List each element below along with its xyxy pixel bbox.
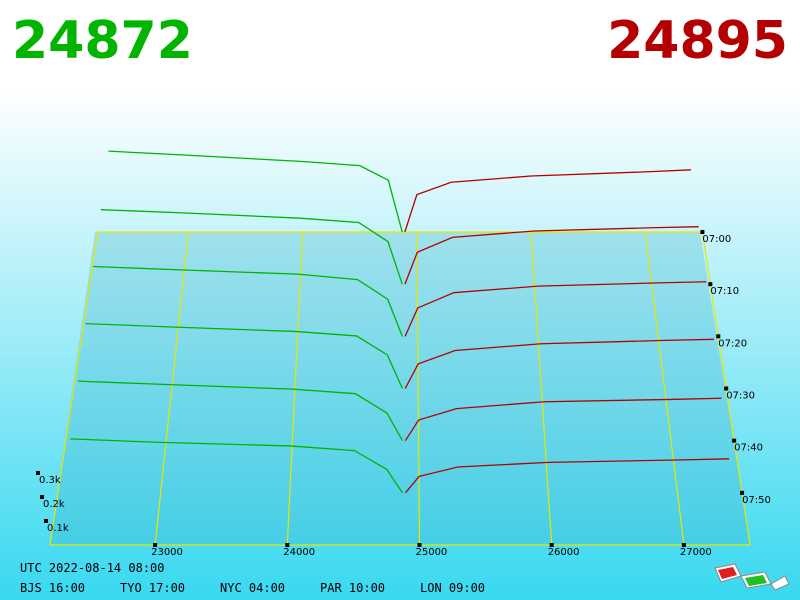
time-tick-mark <box>740 490 745 495</box>
time-label: 07:00 <box>702 234 731 245</box>
grid-line <box>530 231 553 546</box>
tick-mark <box>153 543 158 547</box>
grid-left <box>49 231 99 546</box>
grid-line <box>644 231 685 546</box>
bid-depth-line <box>77 380 404 441</box>
ask-depth-line <box>404 338 714 389</box>
time-tick-mark <box>700 230 705 234</box>
ask-depth-line <box>404 169 692 233</box>
ask-depth-line <box>404 458 730 494</box>
tick-mark <box>417 543 422 547</box>
x-tick-label: 24000 <box>283 547 315 558</box>
time-tick-mark <box>732 438 737 443</box>
tick-mark <box>44 519 48 523</box>
zone-time: PAR 10:00 <box>320 581 385 595</box>
time-tick-mark <box>708 282 713 287</box>
zone-time: LON 09:00 <box>420 581 485 595</box>
v-tick-label: 0.2k <box>43 499 65 510</box>
tick-mark <box>36 471 40 475</box>
bid-depth-line <box>108 150 403 233</box>
utc-time: UTC 2022-08-14 08:00 <box>20 561 165 575</box>
bid-depth-line <box>93 265 403 337</box>
grid-line <box>154 231 190 546</box>
zone-time: NYC 04:00 <box>220 581 285 595</box>
ask-price: 24895 <box>607 11 788 71</box>
x-tick-label: 23000 <box>151 547 183 558</box>
ask-depth-line <box>404 226 699 285</box>
time-label: 07:10 <box>710 286 739 297</box>
tick-mark <box>285 543 290 547</box>
time-label: 07:30 <box>726 391 755 402</box>
x-tick-label: 25000 <box>415 547 447 558</box>
x-tick-label: 27000 <box>680 547 712 558</box>
ask-depth-line <box>404 397 722 442</box>
v-tick-label: 0.3k <box>39 475 61 486</box>
zone-time: BJS 16:00 <box>20 581 85 595</box>
floor-plane <box>50 232 750 545</box>
bid-depth-line <box>70 438 404 494</box>
time-tick-mark <box>716 334 721 339</box>
zone-time: TYO 17:00 <box>120 581 185 595</box>
time-label: 07:50 <box>742 495 771 506</box>
x-tick-label: 26000 <box>548 547 580 558</box>
bid-depth-line <box>85 322 403 389</box>
3d-glasses-icon <box>714 563 790 591</box>
ask-depth-line <box>404 281 707 337</box>
grid-line <box>416 231 421 546</box>
time-label: 07:40 <box>734 443 763 454</box>
tick-mark <box>549 543 554 547</box>
plot: 23000 24000 25000 26000 27000 0.1k 0.2k 0.3k 07:… <box>36 150 771 558</box>
grid-line <box>286 231 304 546</box>
tick-mark <box>681 543 686 547</box>
bid-depth-line <box>100 209 403 285</box>
v-tick-label: 0.1k <box>47 523 69 534</box>
tick-mark <box>40 495 44 499</box>
time-zones: BJS 16:00 TYO 17:00 NYC 04:00 PAR 10:00 LON … <box>20 581 485 595</box>
time-label: 07:20 <box>718 338 747 349</box>
time-tick-mark <box>724 386 729 391</box>
bid-price: 24872 <box>12 11 193 71</box>
